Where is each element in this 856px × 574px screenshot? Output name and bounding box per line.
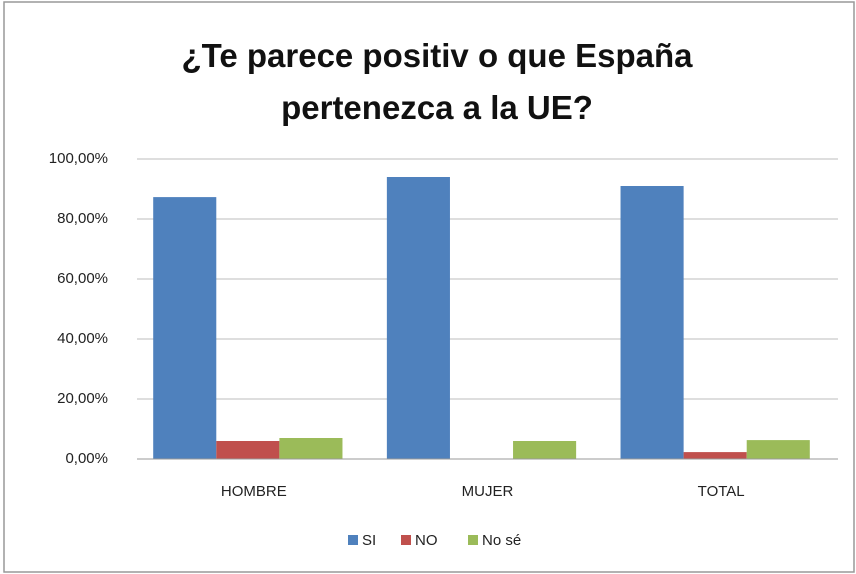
bar bbox=[216, 441, 280, 459]
legend-swatch bbox=[468, 535, 478, 545]
bar bbox=[513, 441, 577, 459]
legend-swatch bbox=[348, 535, 358, 545]
y-tick-label: 40,00% bbox=[57, 330, 108, 347]
y-tick-label: 20,00% bbox=[57, 390, 108, 407]
bar bbox=[153, 197, 217, 459]
chart-title: ¿Te parece positiv o que España pertenez… bbox=[181, 37, 693, 126]
bar bbox=[279, 438, 343, 459]
bar bbox=[746, 440, 810, 459]
legend-label: SI bbox=[362, 532, 376, 549]
y-tick-label: 0,00% bbox=[65, 450, 108, 467]
x-tick-label: TOTAL bbox=[698, 483, 745, 500]
bar bbox=[386, 177, 450, 459]
x-tick-label: HOMBRE bbox=[221, 483, 287, 500]
legend-label: No sé bbox=[482, 532, 521, 549]
legend-swatch bbox=[401, 535, 411, 545]
y-tick-label: 60,00% bbox=[57, 270, 108, 287]
y-tick-label: 80,00% bbox=[57, 210, 108, 227]
y-tick-label: 100,00% bbox=[49, 150, 108, 167]
bar bbox=[620, 186, 684, 459]
legend-label: NO bbox=[415, 532, 438, 549]
bar bbox=[683, 452, 747, 459]
x-tick-label: MUJER bbox=[462, 483, 514, 500]
